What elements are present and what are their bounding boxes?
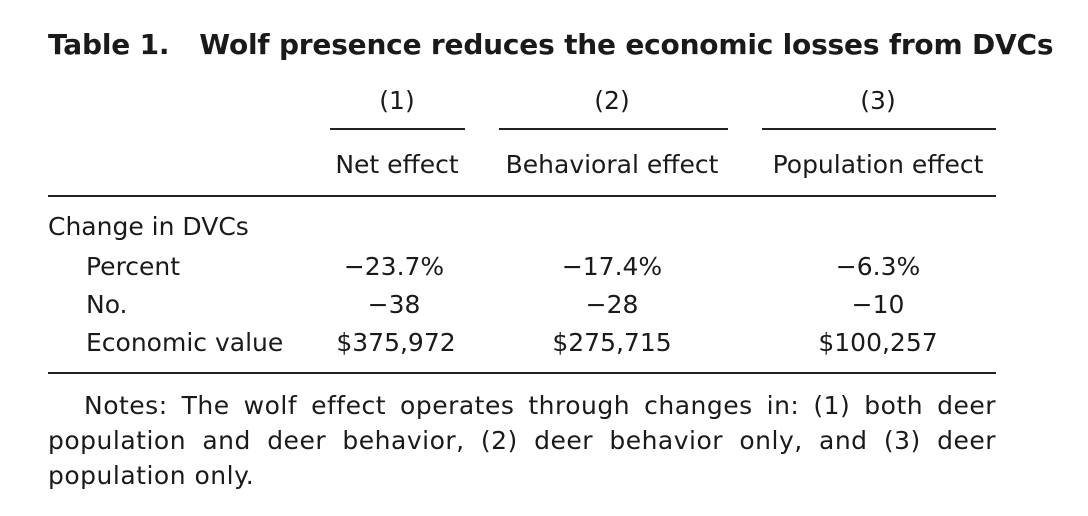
table-cell: $375,972: [336, 328, 456, 357]
column-1-rule: [330, 128, 465, 130]
table-title: Table 1. Wolf presence reduces the econom…: [48, 28, 1054, 61]
column-number-3: (3): [860, 86, 896, 115]
column-number-1: (1): [379, 86, 415, 115]
table-title-text: Wolf presence reduces the economic losse…: [199, 28, 1054, 61]
table-cell: −10: [851, 290, 905, 319]
table-cell: −38: [367, 290, 421, 319]
header-rule: [48, 195, 996, 197]
group-label: Change in DVCs: [48, 212, 249, 241]
column-header-population-effect: Population effect: [772, 150, 984, 179]
table-notes: Notes: The wolf effect operates through …: [48, 391, 996, 490]
row-label-number: No.: [86, 290, 128, 319]
table-cell: −28: [585, 290, 639, 319]
table-cell: $100,257: [818, 328, 938, 357]
table-cell: $275,715: [552, 328, 672, 357]
column-2-rule: [499, 128, 728, 130]
table-cell: −6.3%: [835, 252, 921, 281]
row-label-percent: Percent: [86, 252, 181, 281]
bottom-rule: [48, 372, 996, 374]
table-cell: −17.4%: [561, 252, 663, 281]
row-label-economic-value: Economic value: [86, 328, 284, 357]
table-cell: −23.7%: [343, 252, 445, 281]
column-number-2: (2): [594, 86, 630, 115]
table-label: Table 1.: [48, 28, 170, 61]
column-header-behavioral-effect: Behavioral effect: [505, 150, 719, 179]
column-3-rule: [762, 128, 996, 130]
column-header-net-effect: Net effect: [335, 150, 459, 179]
